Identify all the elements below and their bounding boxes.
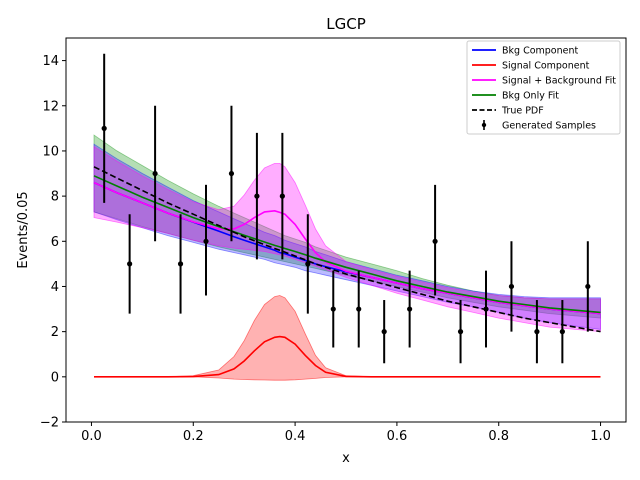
sample-marker: [483, 306, 489, 312]
sample-marker: [305, 261, 311, 267]
sample-marker: [559, 329, 565, 335]
plot-frame: [65, 37, 627, 423]
sample-point: [177, 214, 184, 314]
legend-entry-signal-component: Signal Component: [472, 60, 590, 71]
sample-marker: [508, 283, 515, 290]
legend-box: [466, 40, 621, 135]
legend-label: Signal + Background Fit: [502, 75, 616, 86]
x-tick-label: 0.4: [285, 429, 306, 444]
legend-entry-generated-samples: Generated Samples: [481, 120, 596, 131]
sample-marker: [585, 283, 591, 290]
sample-point: [254, 132, 260, 260]
sample-point: [508, 241, 515, 332]
sample-marker: [228, 170, 235, 177]
sample-point: [585, 241, 591, 332]
sample-marker: [534, 329, 540, 335]
y-tick-label: 14: [42, 54, 59, 69]
sample-point: [330, 270, 336, 348]
y-axis-ticks: −2 0 2 4 6 8 10 12 14: [40, 54, 66, 431]
sample-point: [127, 214, 133, 314]
sample-marker: [381, 329, 387, 335]
sample-marker: [457, 329, 464, 335]
x-tick-label: 0.8: [488, 429, 509, 444]
sample-marker: [101, 125, 107, 131]
y-tick-label: 2: [51, 325, 59, 340]
legend-label: Signal Component: [502, 60, 590, 71]
sample-point: [483, 270, 489, 348]
sample-point: [381, 300, 387, 364]
signal-component-line: [94, 335, 601, 378]
sample-point: [152, 105, 158, 242]
sample-point: [279, 132, 285, 260]
legend-label: Generated Samples: [502, 120, 596, 131]
sample-point: [228, 105, 235, 242]
sample-point: [101, 53, 107, 203]
sample-marker: [330, 306, 336, 312]
sample-point: [356, 270, 362, 348]
y-tick-label: −2: [40, 416, 59, 431]
sample-marker: [254, 193, 260, 199]
y-axis-label: Events/0.05: [16, 191, 31, 268]
x-tick-label: 0.2: [183, 429, 204, 444]
generated-samples: [101, 53, 591, 364]
x-tick-label: 1.0: [590, 429, 611, 444]
sample-marker: [432, 238, 438, 244]
sample-point: [534, 300, 540, 364]
sample-marker: [407, 306, 413, 312]
y-tick-label: 12: [42, 99, 59, 114]
sample-point: [203, 184, 209, 296]
legend-label: Bkg Only Fit: [502, 90, 559, 101]
sample-point: [407, 270, 413, 348]
x-axis-ticks: 0.0 0.2 0.4 0.6 0.8 1.0: [81, 422, 611, 444]
sample-point: [559, 300, 565, 364]
sample-point: [457, 300, 464, 364]
sample-point: [305, 214, 311, 314]
legend-entry-signal-background-fit: Signal + Background Fit: [472, 75, 616, 86]
chart-title: LGCP: [326, 15, 366, 33]
sample-marker: [279, 193, 285, 199]
y-tick-label: 6: [51, 235, 59, 250]
sample-marker: [203, 238, 209, 244]
sample-marker: [177, 261, 184, 267]
legend-entry-bkg-only-fit: Bkg Only Fit: [472, 90, 559, 101]
signal-component-band: [94, 295, 601, 381]
sample-marker: [356, 306, 362, 312]
legend-label: Bkg Component: [502, 45, 578, 56]
x-tick-label: 0.0: [81, 429, 102, 444]
x-tick-label: 0.6: [387, 429, 408, 444]
x-axis-label: x: [342, 451, 350, 466]
y-tick-label: 10: [42, 144, 59, 159]
sample-marker: [127, 261, 133, 267]
legend-marker-swatch: [481, 122, 487, 128]
y-tick-label: 4: [51, 280, 59, 295]
y-tick-label: 8: [51, 190, 59, 205]
legend-label: True PDF: [501, 105, 544, 116]
legend-entry-true-pdf: True PDF: [472, 105, 544, 116]
sample-marker: [152, 170, 158, 177]
legend: Bkg Component Signal Component Signal + Ba…: [466, 40, 621, 135]
y-tick-label: 0: [51, 370, 59, 385]
sample-point: [432, 184, 438, 296]
legend-entry-bkg-component: Bkg Component: [472, 45, 578, 56]
